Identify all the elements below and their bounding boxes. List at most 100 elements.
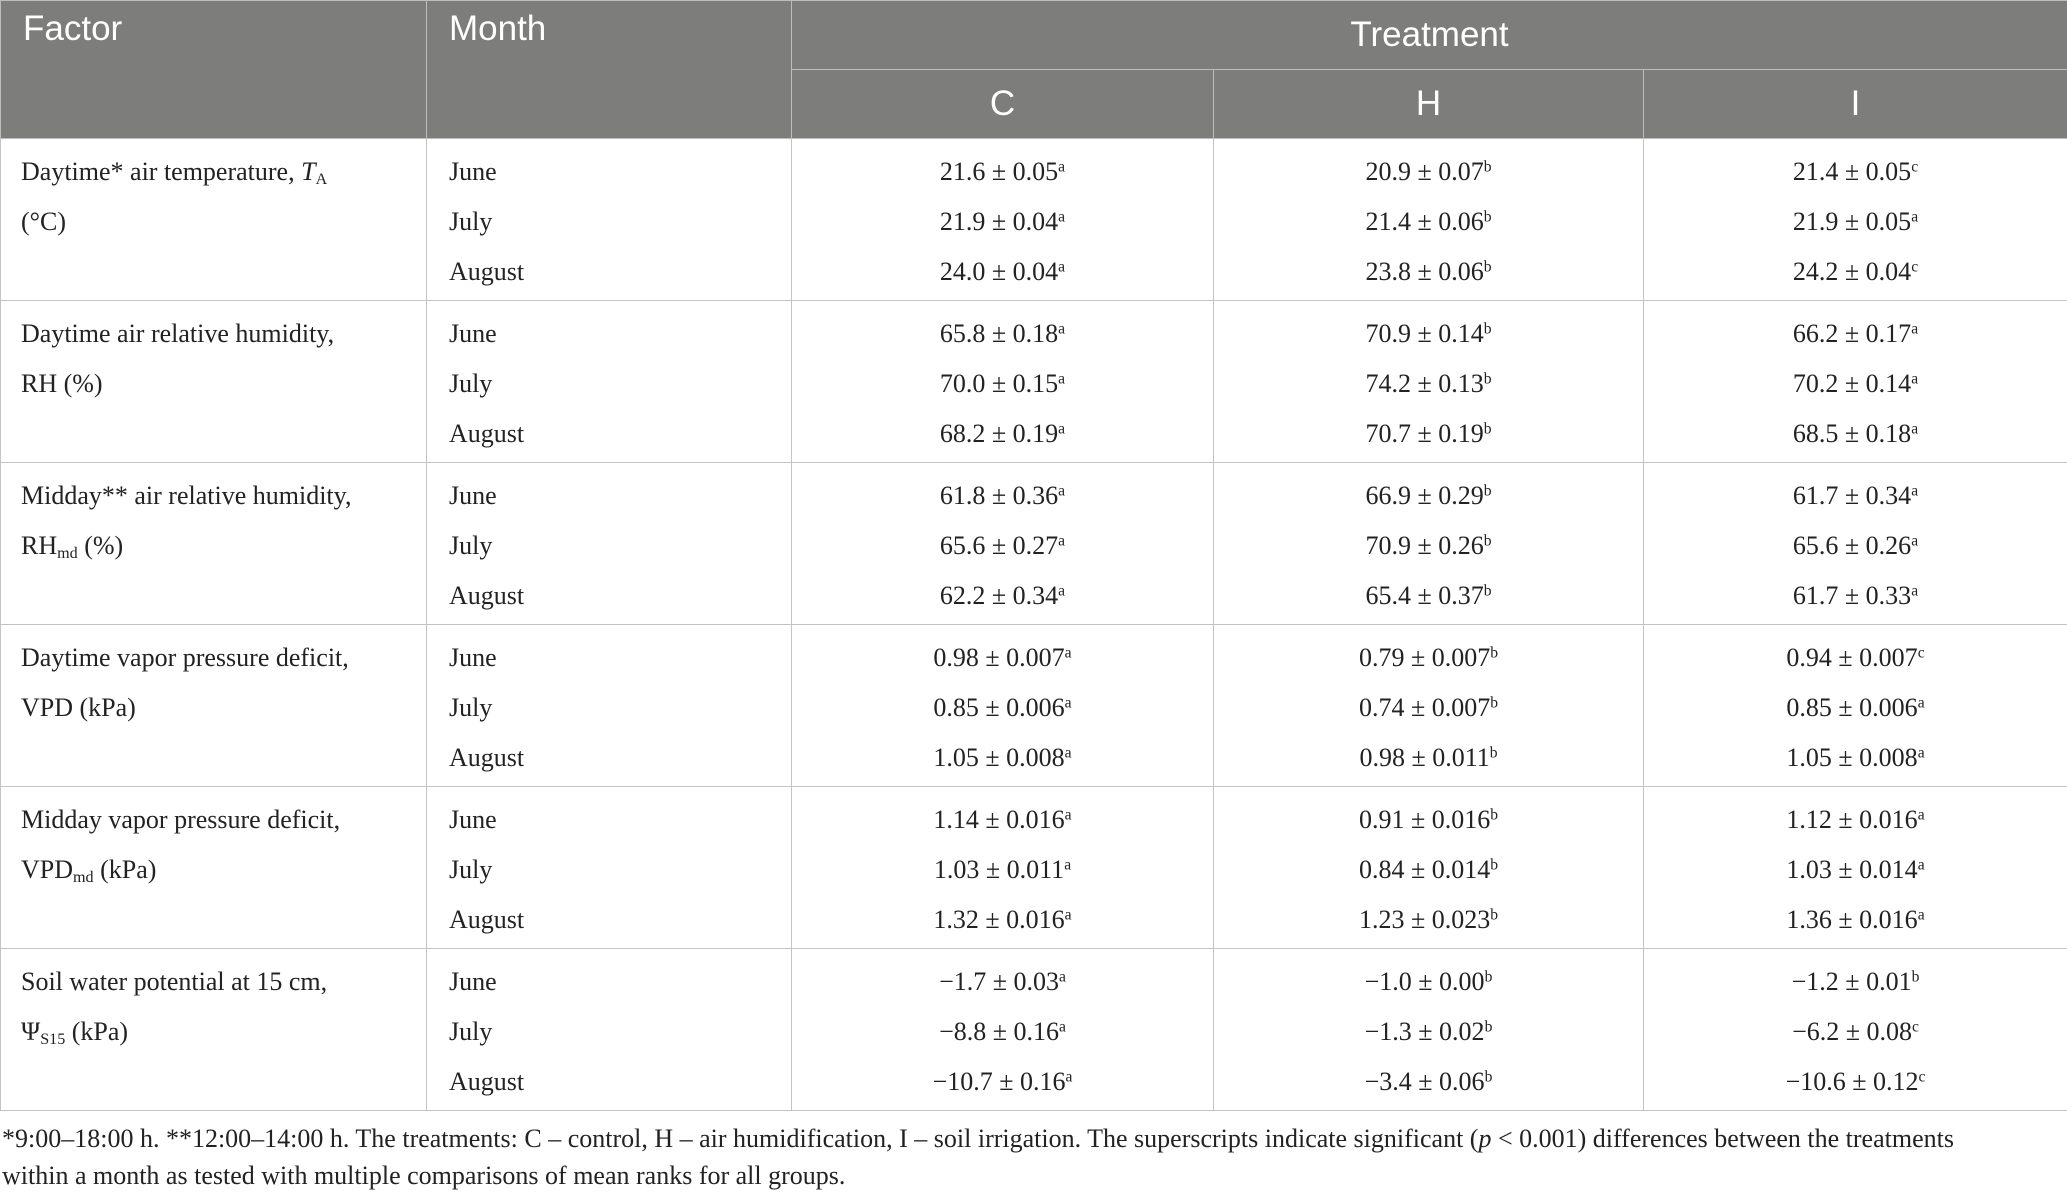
value: 0.85 ± 0.006 [1786,693,1918,722]
value-line: 68.2 ± 0.19a [792,409,1213,459]
factor-line: VPD (kPa) [21,683,426,733]
table-body: Daytime* air temperature, TA (°C) June July… [0,138,2067,1111]
value-line: 0.91 ± 0.016b [1214,795,1643,845]
text-part: (%) [77,531,124,560]
value: 21.4 ± 0.06 [1365,207,1484,236]
significance: b [1483,482,1492,500]
text-part: S15 [40,1031,66,1049]
month: June [449,805,497,834]
value: 1.12 ± 0.016 [1786,805,1918,834]
value-line: 0.94 ± 0.007c [1644,633,2067,683]
value: 62.2 ± 0.34 [939,581,1059,610]
value-cell: 0.94 ± 0.007c 0.85 ± 0.006a 1.05 ± 0.008a [1642,624,2067,787]
value-cell: 0.91 ± 0.016b 0.84 ± 0.014b 1.23 ± 0.023b [1213,786,1644,949]
significance: a [1917,694,1925,712]
significance: a [1911,370,1919,388]
month: July [449,855,493,884]
value: 70.7 ± 0.19 [1365,419,1484,448]
header-cell: I [1642,69,2067,139]
significance: a [1917,744,1925,762]
text-part: VPD [21,855,74,884]
significance: a [1058,208,1066,226]
footnote: *9:00–18:00 h. **12:00–14:00 h. The trea… [2,1120,1954,1194]
significance: a [1059,1018,1066,1036]
value-line: 0.79 ± 0.007b [1214,633,1643,683]
month-cell: June July August [426,462,792,625]
text-part: Soil water potential at 15 cm, [21,967,328,996]
header-cell: Treatment [790,0,2067,70]
value-line: 24.2 ± 0.04c [1644,247,2067,297]
significance: b [1483,208,1492,226]
value-line: 70.0 ± 0.15a [792,359,1213,409]
significance: b [1490,856,1499,874]
month: July [449,531,493,560]
value-line: 1.14 ± 0.016a [792,795,1213,845]
text-part: Ψ [21,1017,41,1046]
value: −1.7 ± 0.03 [939,967,1059,996]
value-line: 21.9 ± 0.04a [792,197,1213,247]
footnote-line: within a month as tested with multiple c… [2,1157,1954,1194]
value: 65.6 ± 0.27 [939,531,1059,560]
value: 21.4 ± 0.05 [1792,157,1912,186]
value-cell: 61.7 ± 0.34a 65.6 ± 0.26a 61.7 ± 0.33a [1642,462,2067,625]
month: June [449,157,497,186]
significance: b [1483,420,1492,438]
value: 70.9 ± 0.14 [1365,319,1484,348]
text-part: (°C) [21,207,67,236]
value: 0.91 ± 0.016 [1358,805,1491,834]
significance: a [1058,320,1066,338]
value-cell: −1.2 ± 0.01b −6.2 ± 0.08c −10.6 ± 0.12c [1642,948,2067,1111]
significance: a [1911,532,1919,550]
value: −1.2 ± 0.01 [1791,967,1912,996]
value-line: −1.3 ± 0.02b [1214,1007,1643,1057]
value: 70.9 ± 0.26 [1365,531,1484,560]
value: −10.6 ± 0.12 [1785,1067,1919,1096]
value-cell: 0.79 ± 0.007b 0.74 ± 0.007b 0.98 ± 0.011b [1213,624,1644,787]
value-line: 23.8 ± 0.06b [1214,247,1643,297]
value-line: 65.4 ± 0.37b [1214,571,1643,621]
text-part: (kPa) [93,855,157,884]
value-cell: 0.98 ± 0.007 a 0.85 ± 0.006a 1.05 ± 0.008a [791,624,1214,787]
factor-line: RHmd (%) [21,521,426,571]
value-line: 20.9 ± 0.07b [1214,147,1643,197]
significance: a [1058,582,1066,600]
text-part: md [57,545,78,563]
value: 1.36 ± 0.016 [1786,905,1918,934]
value: 66.9 ± 0.29 [1365,481,1484,510]
factor-cell: Daytime air relative humidity, RH (%) [0,300,427,463]
value-line: 1.03 ± 0.014a [1644,845,2067,895]
value-line: 1.05 ± 0.008a [792,733,1213,783]
significance: a [1064,806,1072,824]
significance: c [1911,158,1919,176]
value: −1.3 ± 0.02 [1364,1017,1485,1046]
significance: a [1064,694,1072,712]
value-line: 66.2 ± 0.17a [1644,309,2067,359]
value: −3.4 ± 0.06 [1364,1067,1485,1096]
month: August [449,1067,525,1096]
value-line: 70.9 ± 0.14b [1214,309,1643,359]
value: 66.2 ± 0.17 [1792,319,1912,348]
value-cell: 21.6 ± 0.05a 21.9 ± 0.04a 24.0 ± 0.04a [791,138,1214,301]
month: August [449,905,525,934]
value: 1.05 ± 0.008 [1786,743,1918,772]
month: July [449,1017,493,1046]
text-part: Daytime air relative humidity, [21,319,335,348]
factor-line: RH (%) [21,359,426,409]
significance: a [1058,158,1066,176]
value-line: 0.85 ± 0.006a [1644,683,2067,733]
value-cell: 1.12 ± 0.016a 1.03 ± 0.014a 1.36 ± 0.016a [1642,786,2067,949]
value-line: 0.85 ± 0.006a [792,683,1213,733]
month: June [449,643,497,672]
value: 65.6 ± 0.26 [1792,531,1912,560]
value-line: 21.4 ± 0.05c [1644,147,2067,197]
value-line: 70.9 ± 0.26b [1214,521,1643,571]
value: 24.2 ± 0.04 [1792,257,1912,286]
significance: a [1058,370,1066,388]
factor-cell: Soil water potential at 15 cm, ΨS15 (kPa) [0,948,427,1111]
significance: a [1911,582,1919,600]
value-cell: 61.8 ± 0.36a 65.6 ± 0.27a 62.2 ± 0.34a [791,462,1214,625]
value: 0.98 ± 0.007 [933,643,1065,672]
value: 0.74 ± 0.007 [1358,693,1491,722]
value: −1.0 ± 0.00 [1364,967,1485,996]
